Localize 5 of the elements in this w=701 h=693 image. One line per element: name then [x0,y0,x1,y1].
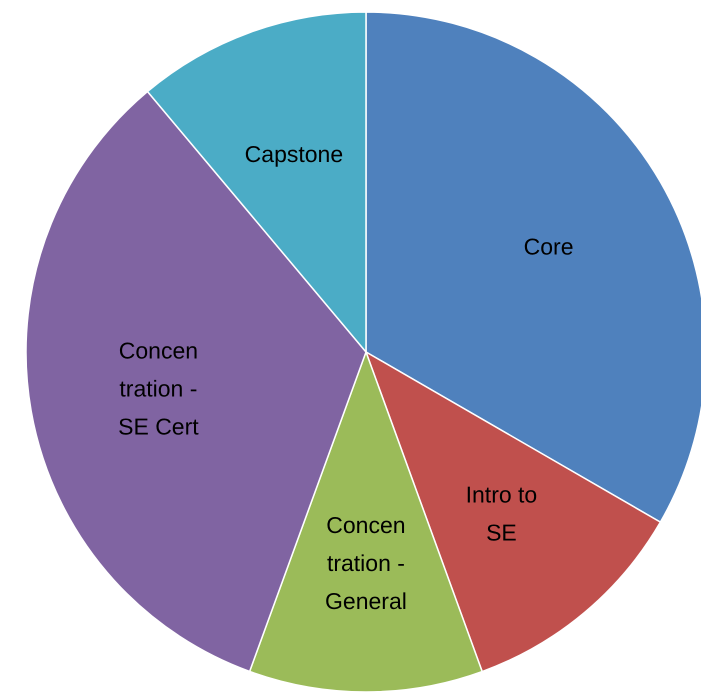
slice-label: Capstone [244,140,344,167]
slice-label: Concentration - SE Cert [118,338,200,440]
slice-label: Core [524,234,574,260]
slice-label: Intro to SE [466,482,538,546]
slice-label: Concentration - General [325,512,407,614]
